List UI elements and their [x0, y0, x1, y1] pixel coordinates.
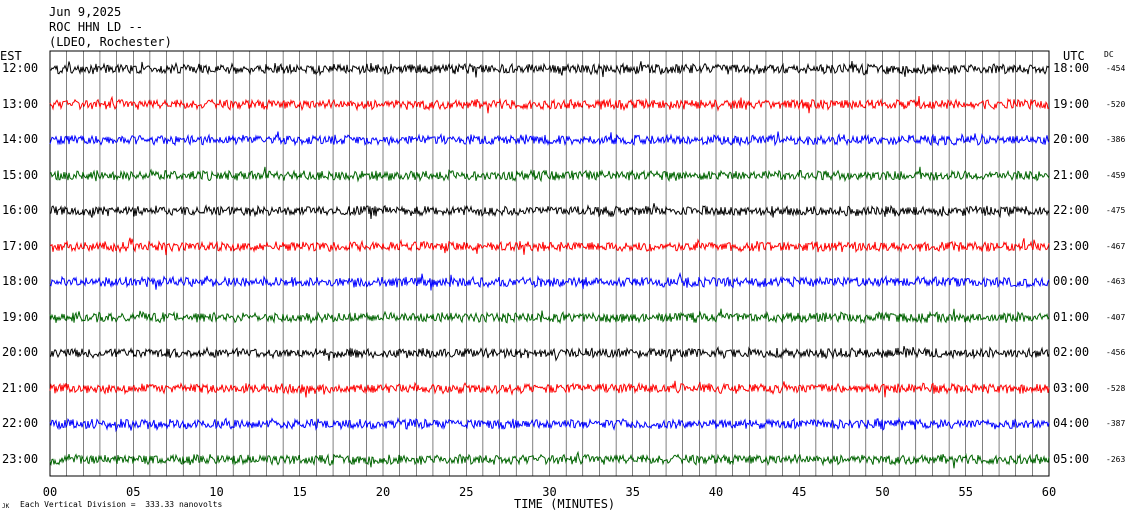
trace-line: [49, 203, 1050, 219]
trace-line: [49, 345, 1050, 362]
utc-hour-label: 00:00: [1053, 274, 1090, 288]
header-network: (LDEO, Rochester): [49, 35, 172, 49]
trace-line: [49, 271, 1050, 291]
est-hour-label: 15:00: [2, 167, 39, 182]
dc-offset-label: -456: [1106, 348, 1126, 357]
x-tick-label: 55: [959, 485, 973, 499]
x-tick-label: 10: [209, 485, 223, 499]
trace-line: [49, 417, 1050, 433]
trace-line: [49, 166, 1050, 183]
minute-grid: [66, 51, 1033, 476]
dc-offset-label: -463: [1106, 277, 1126, 286]
dc-offset-label: -263: [1106, 454, 1126, 464]
x-tick-label: 60: [1042, 485, 1056, 499]
x-tick-label: 05: [126, 485, 140, 499]
dc-offset-label: -454: [1106, 64, 1126, 73]
est-hour-label: 17:00: [2, 238, 39, 253]
corner-mark: JK: [2, 503, 10, 510]
right-axis-title: UTC: [1063, 49, 1085, 63]
x-tick-label: 00: [43, 485, 57, 499]
trace-group: [49, 61, 1050, 469]
x-tick-label: 15: [293, 485, 307, 499]
x-tick-label: 30: [542, 485, 556, 499]
utc-hour-label: 04:00: [1053, 416, 1090, 430]
est-hour-label: 16:00: [2, 203, 39, 217]
utc-hour-label: 02:00: [1053, 345, 1090, 359]
header-date: Jun 9,2025: [49, 5, 122, 19]
dc-offset-label: -386: [1106, 135, 1126, 144]
left-axis-title: EST: [0, 49, 22, 63]
est-hour-label: 12:00: [2, 61, 39, 75]
trace-line: [49, 380, 1050, 398]
utc-hour-label: 19:00: [1053, 96, 1090, 111]
utc-hour-label: 20:00: [1053, 132, 1090, 146]
trace-line: [49, 308, 1050, 325]
trace-line: [49, 61, 1050, 78]
dc-title: DC: [1104, 50, 1114, 59]
utc-hour-label: 05:00: [1053, 451, 1090, 466]
header-station: ROC HHN LD --: [49, 20, 143, 34]
est-hour-label: 14:00: [2, 132, 39, 146]
x-tick-label: 40: [709, 485, 723, 499]
x-tick-label: 50: [875, 485, 889, 499]
scale-note: Each Vertical Division = 333.33 nanovolt…: [20, 500, 223, 509]
est-hour-label: 21:00: [2, 380, 39, 395]
est-hour-label: 23:00: [2, 451, 39, 466]
trace-line: [49, 131, 1050, 147]
utc-hour-label: 01:00: [1053, 309, 1090, 324]
x-tick-label: 20: [376, 485, 390, 499]
est-hour-label: 20:00: [2, 345, 39, 359]
dc-offset-label: -387: [1106, 419, 1126, 428]
trace-line: [49, 450, 1050, 469]
x-tick-labels: 00 05 10 15 20 25 30 35 40 45 50 55 60: [43, 485, 1056, 499]
dc-offset-label: -467: [1106, 241, 1126, 251]
x-tick-label: 45: [792, 485, 806, 499]
dc-offset-label: -528: [1106, 383, 1126, 393]
est-hour-label: 13:00: [2, 96, 39, 111]
trace-line: [49, 95, 1050, 114]
x-axis-label: TIME (MINUTES): [514, 497, 616, 511]
utc-hour-label: 22:00: [1053, 203, 1090, 217]
utc-hour-label: 18:00: [1053, 61, 1090, 75]
x-tick-label: 35: [626, 485, 640, 499]
dc-offset-label: -475: [1106, 206, 1126, 215]
est-hour-label: 18:00: [2, 274, 39, 288]
dc-offset-label: -520: [1106, 99, 1126, 109]
utc-hour-label: 03:00: [1053, 380, 1090, 395]
utc-hour-label: 21:00: [1053, 167, 1090, 182]
dc-offset-label: -407: [1106, 312, 1126, 322]
est-hour-label: 19:00: [2, 309, 39, 324]
est-hour-label: 22:00: [2, 416, 39, 430]
dc-offset-label: -459: [1106, 170, 1126, 180]
trace-line: [49, 237, 1050, 256]
x-tick-label: 25: [459, 485, 473, 499]
utc-hour-label: 23:00: [1053, 238, 1090, 253]
